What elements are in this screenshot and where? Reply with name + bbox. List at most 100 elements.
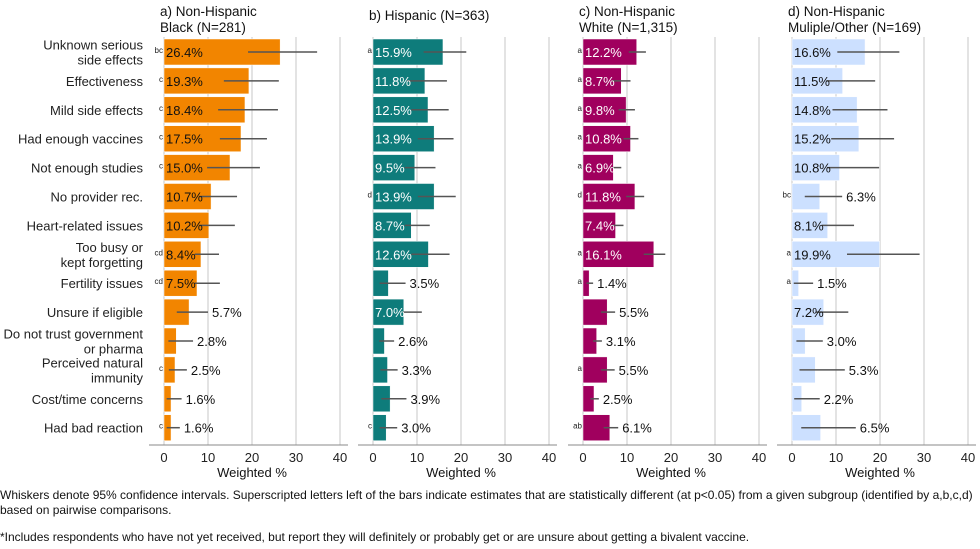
x-axis-label: Weighted % xyxy=(217,465,287,480)
footnote-includes: *Includes respondents who have not yet r… xyxy=(0,530,750,544)
x-axis-label: Weighted % xyxy=(426,465,496,480)
data-label: 15.2% xyxy=(794,132,831,147)
significance-superscript: d xyxy=(368,191,372,200)
data-label: 5.5% xyxy=(619,305,649,320)
bar xyxy=(582,212,616,239)
data-label: 3.5% xyxy=(410,276,440,291)
significance-superscript: bc xyxy=(155,46,163,55)
category-label: Unknown serious xyxy=(43,38,143,53)
bar xyxy=(372,298,405,326)
data-label: 2.8% xyxy=(197,334,227,349)
category-label: Had enough vaccines xyxy=(18,132,144,147)
data-label: 17.5% xyxy=(166,132,203,147)
data-label: 13.9% xyxy=(375,132,412,147)
data-label: 8.7% xyxy=(375,218,405,233)
x-tick-label: 0 xyxy=(788,450,795,465)
x-tick-label: 30 xyxy=(917,450,931,465)
data-label: 11.8% xyxy=(375,74,411,89)
data-label: 15.9% xyxy=(375,45,412,60)
data-label: 2.2% xyxy=(824,392,854,407)
significance-superscript: a xyxy=(787,277,792,286)
data-label: 15.0% xyxy=(166,161,203,176)
category-label: Perceived natural xyxy=(42,355,143,370)
data-label: 8.4% xyxy=(166,247,196,262)
data-label: 1.5% xyxy=(817,276,847,291)
significance-superscript: c xyxy=(159,75,163,84)
significance-superscript: c xyxy=(159,364,163,373)
data-label: 26.4% xyxy=(166,45,203,60)
data-label: 19.3% xyxy=(166,74,203,89)
significance-superscript: a xyxy=(578,364,583,373)
significance-superscript: c xyxy=(159,104,163,113)
x-tick-label: 40 xyxy=(752,450,766,465)
data-label: 10.7% xyxy=(166,190,203,205)
data-label: 7.0% xyxy=(375,305,405,320)
data-label: 14.8% xyxy=(794,103,831,118)
data-label: 18.4% xyxy=(166,103,203,118)
x-tick-label: 10 xyxy=(410,450,424,465)
significance-superscript: d xyxy=(578,191,582,200)
significance-superscript: a xyxy=(578,162,583,171)
data-label: 10.2% xyxy=(166,218,203,233)
data-label: 2.6% xyxy=(398,334,428,349)
significance-superscript: c xyxy=(159,422,163,431)
significance-superscript: a xyxy=(578,248,583,257)
bar xyxy=(582,125,631,152)
x-axis-label: Weighted % xyxy=(845,465,915,480)
panel-title: Black (N=281) xyxy=(160,20,246,35)
data-label: 3.9% xyxy=(410,392,440,407)
category-label: side effects xyxy=(77,53,143,68)
category-label: immunity xyxy=(91,370,144,385)
data-label: 6.9% xyxy=(585,161,615,176)
data-label: 8.1% xyxy=(794,218,824,233)
data-label: 7.4% xyxy=(585,218,615,233)
data-label: 3.3% xyxy=(402,363,432,378)
x-tick-label: 0 xyxy=(369,450,376,465)
data-label: 8.7% xyxy=(585,74,615,89)
x-tick-label: 40 xyxy=(542,450,556,465)
panel-title: White (N=1,315) xyxy=(579,20,678,35)
category-label: or pharma xyxy=(84,342,144,357)
significance-superscript: bc xyxy=(783,191,791,200)
data-label: 3.0% xyxy=(827,334,857,349)
data-label: 3.0% xyxy=(401,421,431,436)
category-label: Too busy or xyxy=(76,240,144,255)
panel-title: b) Hispanic (N=363) xyxy=(369,8,489,23)
category-label: Heart-related issues xyxy=(27,218,144,233)
data-label: 6.3% xyxy=(846,190,876,205)
data-label: 19.9% xyxy=(794,247,831,262)
data-label: 10.8% xyxy=(585,132,622,147)
data-label: 12.5% xyxy=(375,103,412,118)
bar xyxy=(791,212,828,239)
x-tick-label: 30 xyxy=(498,450,512,465)
significance-superscript: a xyxy=(578,46,583,55)
x-axis-label: Weighted % xyxy=(636,465,706,480)
data-label: 1.6% xyxy=(186,392,216,407)
data-label: 1.4% xyxy=(597,276,627,291)
data-label: 2.5% xyxy=(603,392,633,407)
category-label: Mild side effects xyxy=(50,103,143,118)
data-label: 5.7% xyxy=(212,305,242,320)
x-tick-label: 20 xyxy=(664,450,678,465)
data-label: 16.6% xyxy=(794,45,831,60)
panel-title: a) Non-Hispanic xyxy=(160,4,257,19)
data-label: 13.9% xyxy=(375,190,412,205)
x-tick-label: 0 xyxy=(160,450,167,465)
category-label: kept forgetting xyxy=(61,255,143,270)
x-tick-label: 0 xyxy=(579,450,586,465)
significance-superscript: c xyxy=(368,422,372,431)
data-label: 12.6% xyxy=(375,247,412,262)
category-label: Do not trust government xyxy=(4,327,144,342)
significance-superscript: ab xyxy=(573,422,582,431)
data-label: 1.6% xyxy=(184,421,214,436)
significance-superscript: a xyxy=(578,133,583,142)
data-label: 3.1% xyxy=(606,334,636,349)
x-tick-label: 20 xyxy=(245,450,259,465)
data-label: 6.1% xyxy=(622,421,652,436)
panel-title: c) Non-Hispanic xyxy=(579,4,675,19)
data-label: 10.8% xyxy=(794,161,831,176)
x-tick-label: 10 xyxy=(620,450,634,465)
data-label: 7.5% xyxy=(166,276,196,291)
significance-superscript: c xyxy=(159,162,163,171)
